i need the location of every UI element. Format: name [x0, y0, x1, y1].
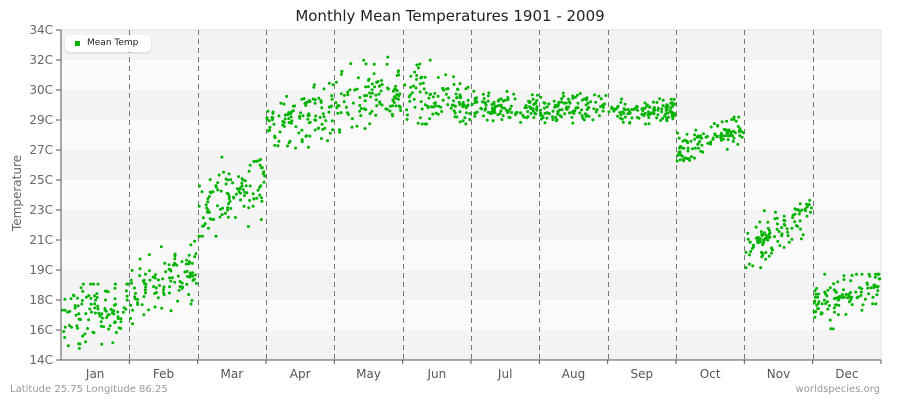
x-axis-ticks: Jan Feb Mar Apr May Jun Jul Aug Sep Oct Nov Dec: [85, 360, 882, 381]
legend-swatch-icon: [75, 41, 80, 46]
x-tick-label: Feb: [153, 367, 174, 381]
x-tick-label: Apr: [290, 367, 311, 381]
legend-label: Mean Temp: [87, 38, 139, 48]
y-axis-ticks: 34C 32C 30C 29C 27C 25C 23C 21C 19C 18C 16C 14C: [29, 23, 61, 367]
y-tick-label: 14C: [29, 353, 53, 367]
x-tick-label: Jan: [85, 367, 105, 381]
y-tick-label: 19C: [29, 263, 53, 277]
data-points: [60, 55, 882, 350]
y-tick-label: 21C: [29, 233, 53, 247]
x-tick-label: Mar: [221, 367, 244, 381]
x-tick-label: Dec: [835, 367, 858, 381]
x-tick-label: Sep: [631, 367, 654, 381]
y-tick-label: 25C: [29, 173, 53, 187]
x-tick-label: May: [356, 367, 381, 381]
source-caption: worldspecies.org: [795, 384, 880, 395]
y-tick-label: 16C: [29, 323, 53, 337]
x-tick-label: Aug: [562, 367, 585, 381]
y-tick-label: 34C: [29, 23, 53, 37]
y-tick-label: 27C: [29, 143, 53, 157]
x-tick-label: Jul: [497, 367, 512, 381]
y-tick-label: 23C: [29, 203, 53, 217]
x-tick-label: Jun: [426, 367, 446, 381]
y-tick-label: 30C: [29, 83, 53, 97]
legend: Mean Temp: [65, 35, 151, 52]
x-tick-label: Nov: [767, 367, 790, 381]
y-tick-label: 32C: [29, 53, 53, 67]
location-caption: Latitude 25.75 Longitude 86.25: [10, 384, 168, 395]
y-tick-label: 29C: [29, 113, 53, 127]
x-tick-label: Oct: [700, 367, 721, 381]
chart-title: Monthly Mean Temperatures 1901 - 2009: [295, 7, 605, 25]
y-tick-label: 18C: [29, 293, 53, 307]
